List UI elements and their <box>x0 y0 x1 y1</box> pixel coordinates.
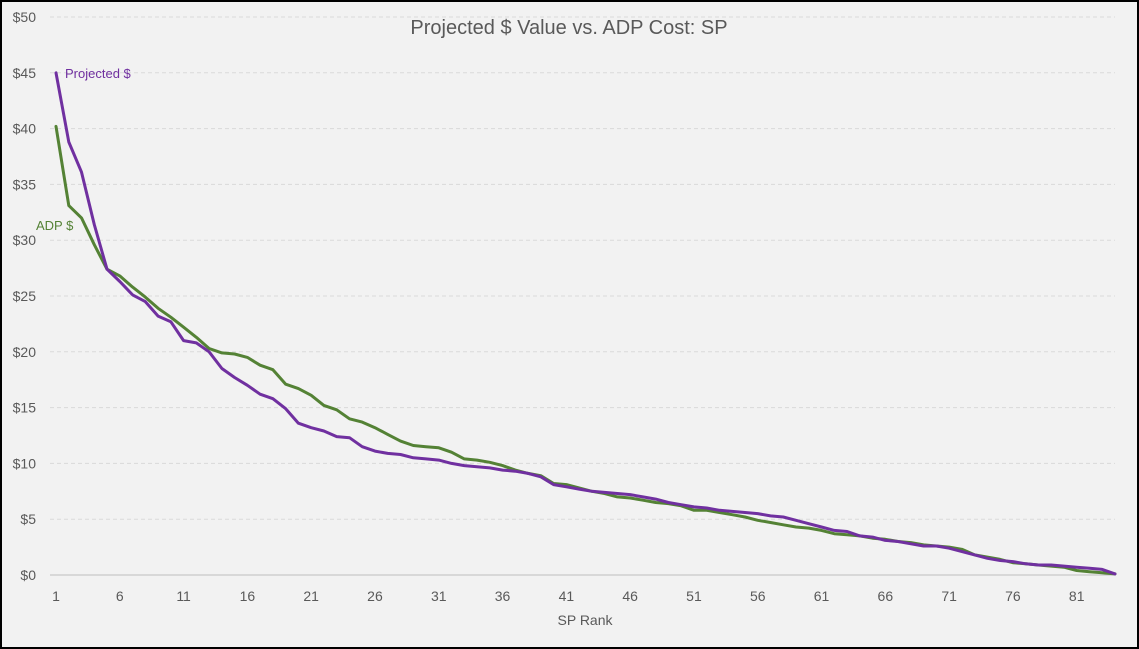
y-tick-label: $35 <box>13 176 37 192</box>
x-tick-label: 61 <box>814 588 830 604</box>
chart-title: Projected $ Value vs. ADP Cost: SP <box>410 17 727 39</box>
x-axis-title: SP Rank <box>558 612 614 628</box>
series-line-projected <box>54 71 1117 576</box>
y-tick-label: $45 <box>13 65 37 81</box>
series-lines <box>54 71 1117 576</box>
y-tick-label: $15 <box>13 400 37 416</box>
x-tick-label: 66 <box>878 588 894 604</box>
gridlines <box>50 16 1115 576</box>
x-tick-label: 21 <box>303 588 319 604</box>
y-tick-label: $50 <box>13 9 37 25</box>
y-tick-label: $10 <box>13 455 37 471</box>
x-tick-label: 56 <box>750 588 766 604</box>
series-line-adp <box>54 124 1117 576</box>
x-tick-label: 1 <box>52 588 60 604</box>
x-tick-label: 41 <box>559 588 575 604</box>
series-labels: Projected $ ADP $ <box>36 66 132 233</box>
series-label-projected: Projected $ <box>65 66 132 81</box>
y-tick-label: $0 <box>20 567 36 583</box>
x-tick-label: 46 <box>622 588 638 604</box>
series-label-adp: ADP $ <box>36 218 74 233</box>
y-tick-label: $5 <box>20 511 36 527</box>
x-tick-label: 76 <box>1005 588 1021 604</box>
x-tick-label: 6 <box>116 588 124 604</box>
x-tick-label: 11 <box>176 588 191 604</box>
x-tick-label: 81 <box>1069 588 1085 604</box>
y-tick-label: $20 <box>13 344 37 360</box>
y-tick-label: $30 <box>13 232 37 248</box>
x-tick-label: 26 <box>367 588 383 604</box>
x-tick-label: 16 <box>240 588 256 604</box>
x-axis-ticks: 1 6 11 16 21 26 31 36 41 46 51 56 61 66 71 76 81 <box>52 588 1085 604</box>
y-tick-label: $25 <box>13 288 37 304</box>
x-tick-label: 36 <box>495 588 511 604</box>
y-axis-ticks: $0 $5 $10 $15 $20 $25 $30 $35 $40 $45 $50 <box>13 9 37 583</box>
x-tick-label: 51 <box>686 588 702 604</box>
x-tick-label: 71 <box>941 588 957 604</box>
x-tick-label: 31 <box>431 588 447 604</box>
y-tick-label: $40 <box>13 121 37 137</box>
